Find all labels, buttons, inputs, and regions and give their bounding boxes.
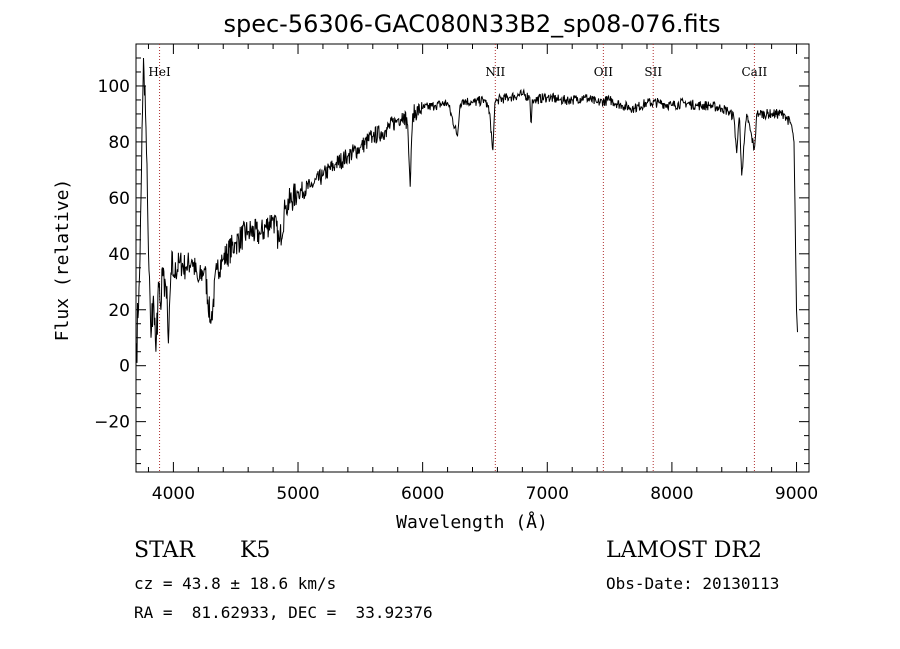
x-tick-label: 5000	[276, 484, 319, 504]
object-subclass: K5	[240, 538, 271, 563]
axis-ticks: 4000 5000 6000 7000 8000 9000 −20 0 20 40 60 80 100	[94, 44, 818, 504]
y-tick-label: 20	[108, 301, 130, 321]
y-tick-label: −20	[94, 413, 130, 433]
coordinates: RA = 81.62933, DEC = 33.92376	[134, 603, 433, 622]
y-axis-label: Flux (relative)	[52, 179, 73, 342]
line-marker-label-3: SII	[644, 65, 662, 79]
spectrum-line	[135, 57, 798, 363]
redshift-text: cz = 43.8 ± 18.6 km/s	[134, 574, 337, 593]
y-tick-label: 40	[108, 245, 130, 265]
line-marker-label-4: CaII	[741, 65, 767, 79]
x-axis-label: Wavelength (Å)	[396, 511, 548, 533]
x-tick-label: 6000	[401, 484, 444, 504]
chart-title: spec-56306-GAC080N33B2_sp08-076.fits	[223, 10, 720, 38]
y-tick-label: 0	[119, 357, 130, 377]
y-tick-label: 100	[98, 77, 130, 97]
line-marker-label-2: OII	[594, 65, 614, 79]
x-tick-label: 4000	[152, 484, 195, 504]
line-marker-label-0: HeI	[148, 65, 171, 79]
obs-date: Obs-Date: 20130113	[606, 574, 780, 593]
x-tick-label: 9000	[775, 484, 818, 504]
line-marker-label-1: NII	[485, 65, 505, 79]
spectral-line-markers: HeI NII OII SII CaII	[148, 44, 768, 472]
x-tick-label: 7000	[526, 484, 569, 504]
y-tick-label: 80	[108, 133, 130, 153]
object-type: STAR	[134, 538, 195, 563]
x-tick-label: 8000	[650, 484, 693, 504]
survey-name: LAMOST DR2	[606, 538, 762, 563]
y-tick-label: 60	[108, 189, 130, 209]
